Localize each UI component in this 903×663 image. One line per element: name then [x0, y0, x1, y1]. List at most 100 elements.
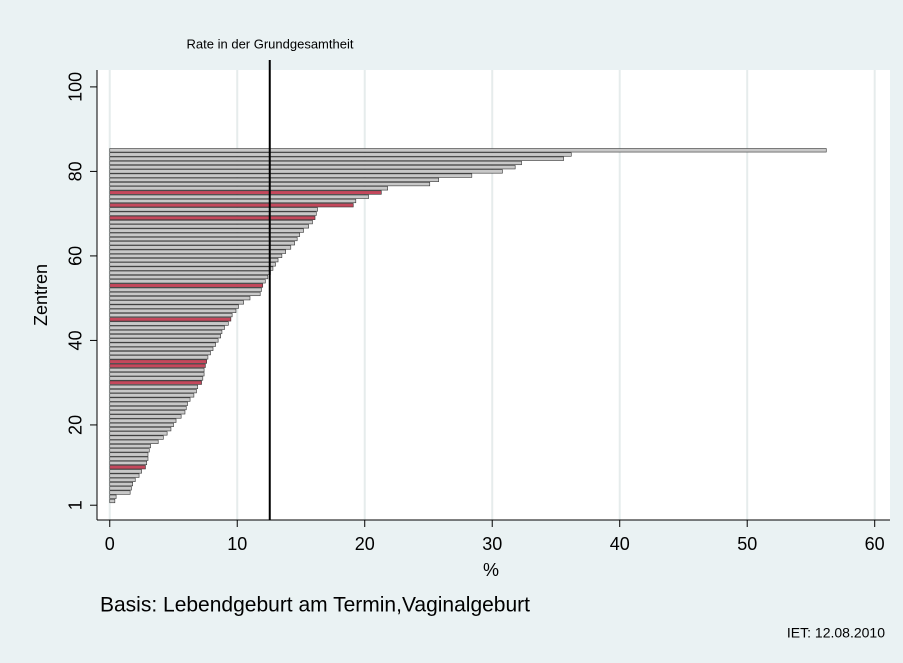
bar [109, 245, 292, 250]
bar [109, 156, 564, 161]
bar [109, 443, 151, 449]
y-axis-label: Zentren [31, 264, 51, 326]
bar [109, 194, 369, 199]
footer: IET: 12.08.2010 [787, 625, 885, 641]
bar [109, 211, 317, 216]
bar [109, 414, 182, 419]
bar [109, 304, 239, 309]
x-axis-label: % [483, 560, 499, 580]
x-tick-label: 40 [610, 534, 630, 554]
bar [109, 279, 266, 284]
reference-label: Rate in der Grundgesamtheit [187, 36, 354, 51]
bar [109, 190, 382, 195]
bar [109, 359, 207, 364]
bar [109, 338, 219, 343]
bar [109, 215, 316, 220]
bar [109, 422, 174, 428]
y-tick-label: 1 [66, 500, 86, 510]
bar [109, 401, 188, 406]
bar [109, 274, 269, 280]
bar [109, 355, 209, 360]
x-tick-label: 50 [737, 534, 757, 554]
bar [109, 186, 388, 191]
bar [109, 266, 274, 271]
y-tick-label: 60 [66, 246, 86, 266]
bar [109, 283, 264, 288]
x-tick-label: 30 [482, 534, 502, 554]
bar [109, 460, 148, 466]
bar [109, 249, 286, 254]
bar [109, 300, 244, 305]
bar [109, 486, 132, 491]
bar [109, 160, 522, 166]
bar [109, 325, 225, 330]
bar [109, 477, 136, 482]
bar [109, 270, 271, 275]
bar [109, 198, 357, 204]
x-tick-label: 60 [865, 534, 885, 554]
bar [109, 494, 117, 499]
bar [109, 384, 199, 389]
bar [109, 427, 172, 432]
bar [109, 173, 473, 178]
bar [109, 236, 298, 242]
note: Basis: Lebendgeburt am Termin,Vaginalgeb… [100, 594, 530, 617]
bar [109, 380, 202, 385]
bar [109, 342, 216, 347]
x-tick-label: 20 [355, 534, 375, 554]
x-tick-label: 10 [227, 534, 247, 554]
bar [109, 376, 204, 381]
bar [109, 258, 279, 263]
bar [109, 296, 251, 301]
bar [109, 232, 301, 237]
bar [109, 482, 133, 487]
bar [109, 452, 149, 457]
bar [109, 148, 827, 153]
bar [109, 490, 131, 495]
bar [109, 346, 214, 351]
bar [109, 177, 439, 182]
bar [109, 405, 187, 411]
bar [109, 473, 140, 478]
bar [109, 410, 186, 415]
bar [109, 317, 232, 322]
bar [109, 367, 205, 373]
bar [109, 439, 159, 444]
bar [109, 287, 262, 292]
bar [109, 165, 516, 170]
bar [109, 253, 283, 258]
bar [109, 207, 318, 212]
y-tick-label: 80 [66, 161, 86, 181]
bar [109, 334, 221, 339]
bar [109, 469, 142, 474]
y-tick-label: 100 [66, 72, 86, 102]
bar [109, 372, 205, 377]
bar [109, 321, 229, 326]
bar [109, 220, 313, 225]
bar [109, 456, 149, 461]
bar [109, 228, 304, 233]
bar [109, 152, 572, 157]
bar [109, 291, 261, 297]
bar [109, 363, 206, 368]
bar [109, 448, 150, 453]
bar [109, 351, 211, 356]
bar [109, 498, 116, 504]
y-tick-label: 20 [66, 415, 86, 435]
bar [109, 312, 233, 318]
bar [109, 389, 197, 394]
bar [109, 329, 223, 335]
bar [109, 169, 503, 174]
bar [109, 262, 276, 267]
bar [109, 465, 146, 470]
bar [109, 435, 164, 440]
bar [109, 393, 195, 398]
bar [109, 397, 191, 402]
bar [109, 431, 168, 436]
x-tick-label: 0 [105, 534, 115, 554]
bar [109, 308, 237, 313]
bar [109, 418, 177, 423]
bar [109, 203, 354, 208]
bar [109, 241, 295, 246]
